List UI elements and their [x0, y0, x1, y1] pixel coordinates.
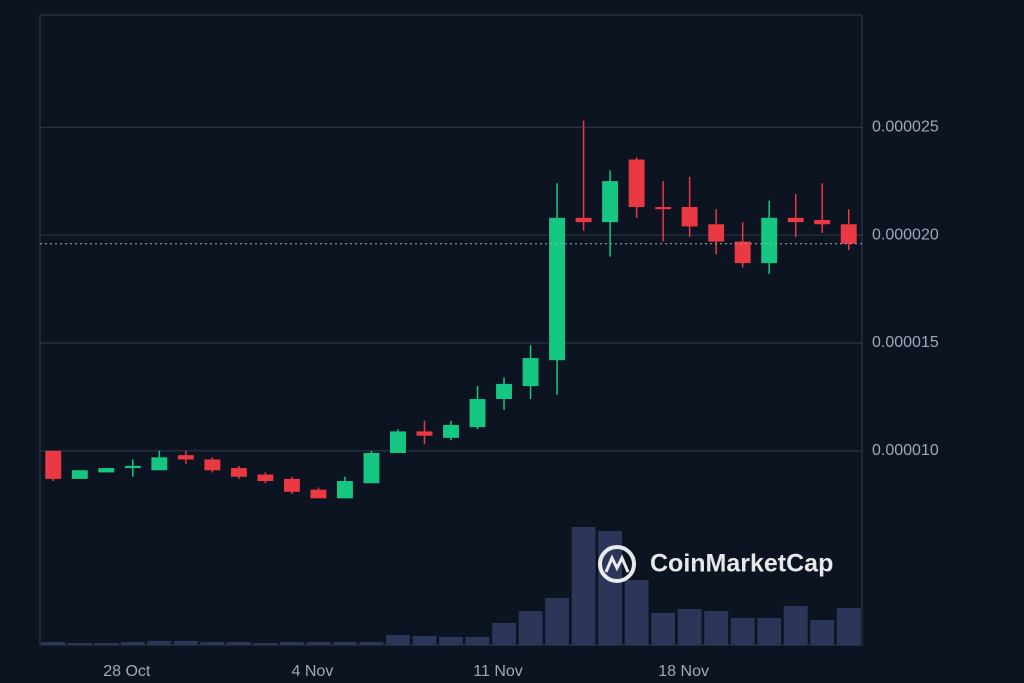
candle-body: [124, 465, 141, 469]
volume-bar: [598, 531, 623, 645]
volume-bar: [306, 642, 331, 645]
candle-body: [230, 468, 247, 477]
candle-body: [787, 217, 804, 223]
candle-body: [681, 207, 698, 227]
candle-body: [390, 431, 406, 453]
watermark-logo-mark: [604, 554, 630, 573]
volume-bar: [704, 611, 729, 645]
candle-body: [204, 459, 221, 471]
candle-body: [416, 431, 433, 436]
volume-bar: [94, 643, 119, 645]
volume-bar: [836, 608, 861, 645]
candle-body: [522, 358, 539, 387]
candle-body: [761, 217, 778, 264]
candle-body: [602, 181, 619, 223]
x-tick-label: 11 Nov: [473, 663, 523, 680]
y-tick-label: 0.000025: [872, 118, 939, 135]
volume-bar: [465, 637, 490, 645]
candle-body: [71, 470, 88, 479]
volume-bar: [518, 611, 543, 645]
volume-bar: [359, 642, 384, 645]
volume-bar: [757, 618, 782, 645]
volume-bar: [412, 636, 437, 645]
candle-body: [840, 224, 857, 244]
volume-bar: [545, 598, 569, 645]
watermark-logo: [598, 545, 636, 583]
candle-body: [655, 207, 672, 210]
volume-bar: [571, 527, 596, 645]
volume-bar: [677, 609, 702, 645]
volume-bar: [226, 642, 251, 645]
volume-bar: [173, 641, 198, 645]
y-tick-label: 0.000020: [872, 226, 939, 243]
candle-body: [257, 474, 274, 482]
x-tick-label: 18 Nov: [658, 663, 709, 680]
candle-body: [575, 217, 592, 223]
candle-body: [549, 217, 566, 361]
x-tick-label: 28 Oct: [103, 663, 151, 680]
candle-body: [98, 468, 115, 473]
volume-bar: [783, 606, 808, 645]
candle-body: [734, 241, 751, 264]
volume-bar: [730, 618, 755, 645]
candle-body: [708, 224, 725, 242]
candle-body: [443, 424, 459, 438]
volume-bar: [253, 643, 278, 645]
volume-bar: [200, 642, 225, 645]
watermark-text: CoinMarketCap: [650, 550, 833, 578]
volume-bar: [651, 613, 676, 645]
volume-bar: [439, 637, 463, 645]
volume-bar: [41, 642, 66, 645]
watermark: CoinMarketCap: [598, 545, 833, 583]
candle-body: [45, 450, 62, 479]
volume-bar: [120, 642, 145, 645]
volume-bar: [492, 623, 516, 645]
candle-body: [469, 399, 486, 428]
candle-body: [336, 481, 353, 499]
volume-bar: [810, 620, 835, 645]
candle-body: [496, 383, 512, 400]
volume-bar: [333, 642, 357, 645]
candle-body: [814, 219, 831, 225]
y-tick-label: 0.000015: [872, 334, 939, 351]
volume-bar: [624, 580, 649, 645]
volume-bar: [67, 643, 92, 645]
candle-body: [310, 489, 327, 499]
candle-body: [363, 452, 380, 484]
y-tick-label: 0.000010: [872, 442, 939, 459]
volume-bar: [147, 641, 172, 645]
candle-body: [628, 159, 645, 208]
x-tick-label: 4 Nov: [292, 663, 334, 680]
candle-body: [151, 457, 168, 471]
candle-body: [283, 478, 300, 492]
candle-body: [177, 455, 194, 460]
volume-bar: [386, 635, 410, 645]
volume-bar: [279, 642, 304, 645]
